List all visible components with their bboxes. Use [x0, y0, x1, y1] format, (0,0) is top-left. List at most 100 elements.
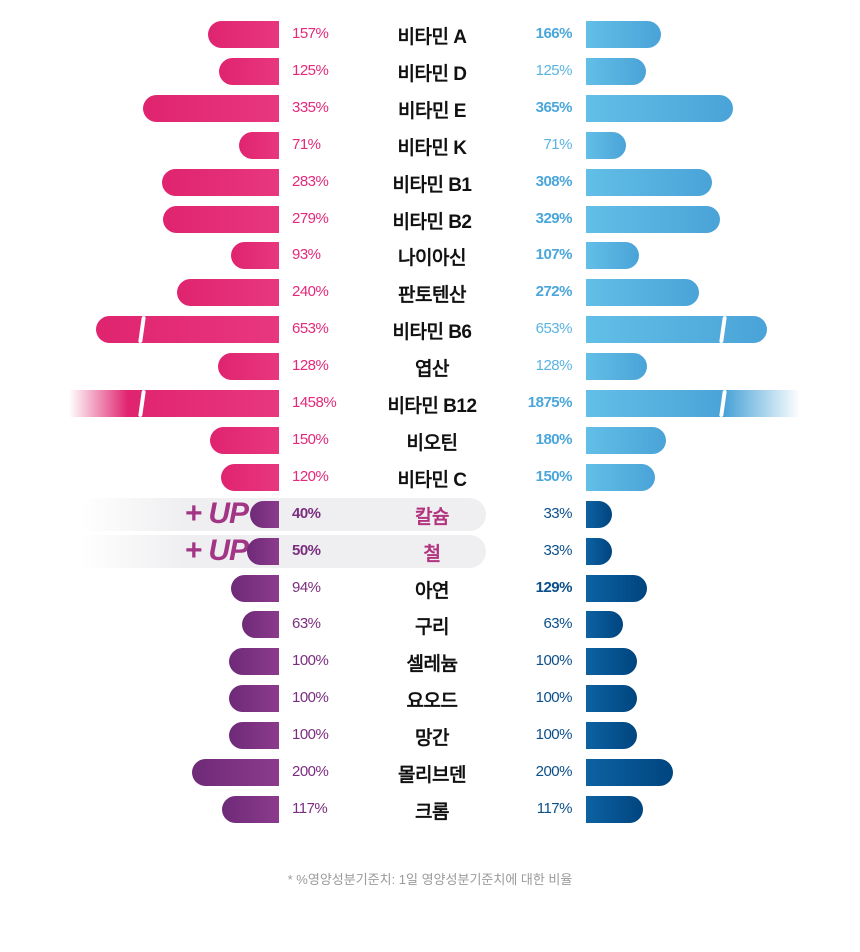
left-value-label: 40% [292, 504, 321, 522]
left-value-label: 100% [292, 689, 329, 707]
right-bar [586, 537, 613, 565]
left-bar [161, 168, 279, 196]
right-bar [586, 648, 637, 676]
right-value-label: 166% [535, 25, 573, 42]
right-value-label: 100% [535, 689, 573, 707]
left-bar [228, 648, 279, 676]
category-label: 비타민 D [397, 63, 467, 85]
chart-row: 200% 200% 몰리브덴 [0, 754, 860, 791]
category-label: 셀레늄 [406, 654, 458, 676]
right-value-label: 129% [535, 578, 573, 596]
right-value-label: 329% [535, 209, 573, 227]
left-bar [163, 205, 279, 233]
right-bar [586, 316, 767, 344]
right-value-label: 128% [535, 357, 573, 375]
category-label: 크롬 [415, 801, 449, 823]
left-value-label: 120% [292, 467, 329, 485]
chart-row: 100% 100% 요오드 [0, 680, 860, 717]
category-label: 비타민 B1 [392, 174, 472, 196]
right-value-label: 272% [535, 283, 573, 301]
left-value-label: 100% [292, 726, 329, 744]
chart-row: 283% 308% 비타민 B1 [0, 164, 860, 201]
chart-row: 100% 100% 셀레늄 [0, 643, 860, 680]
right-bar [586, 685, 637, 713]
right-value-label: 125% [535, 61, 573, 79]
right-bar [586, 94, 734, 122]
left-bar [96, 316, 279, 344]
chart-row: + UP 40% 33% 칼슘 [0, 496, 860, 533]
category-label: 구리 [415, 617, 449, 639]
right-bar [586, 205, 721, 233]
left-bar [219, 57, 279, 85]
left-bar [228, 685, 279, 713]
left-value-label: 128% [292, 357, 329, 375]
right-bar [586, 57, 646, 85]
up-badge: + UP [184, 533, 249, 567]
chart-row: 125% 125% 비타민 D [0, 53, 860, 90]
right-bar [586, 426, 666, 454]
right-bar [586, 463, 655, 491]
chart-row: 93% 107% 나이아신 [0, 237, 860, 274]
category-label: 비타민 K [397, 137, 467, 159]
category-label: 비오틴 [406, 432, 458, 454]
left-value-label: 63% [292, 615, 321, 633]
right-value-label: 107% [535, 246, 573, 264]
footnote: * %영양성분기준치: 1일 영양성분기준치에 대한 비율 [287, 872, 573, 887]
category-label: 아연 [415, 580, 449, 602]
right-value-label: 308% [535, 172, 573, 190]
left-value-label: 125% [292, 61, 329, 79]
left-value-label: 100% [292, 652, 329, 670]
chart-row: 240% 272% 판토텐산 [0, 274, 860, 311]
right-bar [586, 242, 640, 270]
left-bar [230, 574, 279, 602]
chart-row: 157% 166% 비타민 A [0, 16, 860, 53]
right-bar [586, 168, 713, 196]
category-label: 비타민 B6 [392, 322, 472, 344]
chart-row: 63% 63% 구리 [0, 606, 860, 643]
right-bar [586, 131, 626, 159]
left-value-label: 50% [292, 541, 321, 559]
right-value-label: 180% [535, 430, 573, 448]
right-bar [586, 759, 673, 786]
right-value-label: 117% [536, 799, 573, 817]
right-value-label: 33% [543, 504, 572, 522]
category-label: 판토텐산 [398, 285, 466, 307]
right-bar [586, 21, 661, 48]
left-value-label: 150% [292, 430, 329, 448]
category-label: 비타민 A [397, 27, 467, 48]
category-label: 몰리브덴 [398, 765, 466, 786]
right-value-label: 200% [535, 763, 573, 780]
left-bar [242, 611, 279, 639]
chart-row: 71% 71% 비타민 K [0, 127, 860, 164]
right-value-label: 1875% [527, 394, 573, 411]
right-value-label: 150% [535, 467, 573, 485]
right-value-label: 100% [535, 726, 573, 744]
chart-row: 94% 129% 아연 [0, 570, 860, 607]
axis-break-mark [719, 390, 727, 417]
left-value-label: 93% [292, 246, 321, 264]
right-value-label: 365% [535, 98, 573, 116]
left-bar [192, 759, 279, 786]
chart-row: 653% 653% 비타민 B6 [0, 311, 860, 348]
left-value-label: 653% [292, 320, 329, 338]
right-bar [586, 353, 647, 381]
left-bar [222, 795, 279, 823]
left-value-label: 200% [292, 763, 329, 780]
right-value-label: 100% [535, 652, 573, 670]
right-bar [586, 722, 637, 750]
category-label: 비타민 C [397, 469, 467, 491]
chart-row: 100% 100% 망간 [0, 717, 860, 754]
left-bar [210, 426, 279, 454]
left-value-label: 283% [292, 172, 329, 190]
chart-row: + UP 50% 33% 철 [0, 533, 860, 570]
chart-row: 335% 365% 비타민 E [0, 90, 860, 127]
axis-break-mark [719, 316, 727, 344]
highlight-background [80, 534, 486, 568]
left-bar [207, 21, 279, 48]
left-bar [228, 722, 279, 750]
left-value-label: 94% [292, 578, 321, 596]
right-value-label: 71% [543, 135, 572, 153]
left-value-label: 1458% [292, 394, 337, 411]
left-value-label: 335% [292, 98, 329, 116]
axis-break-mark [138, 390, 146, 417]
